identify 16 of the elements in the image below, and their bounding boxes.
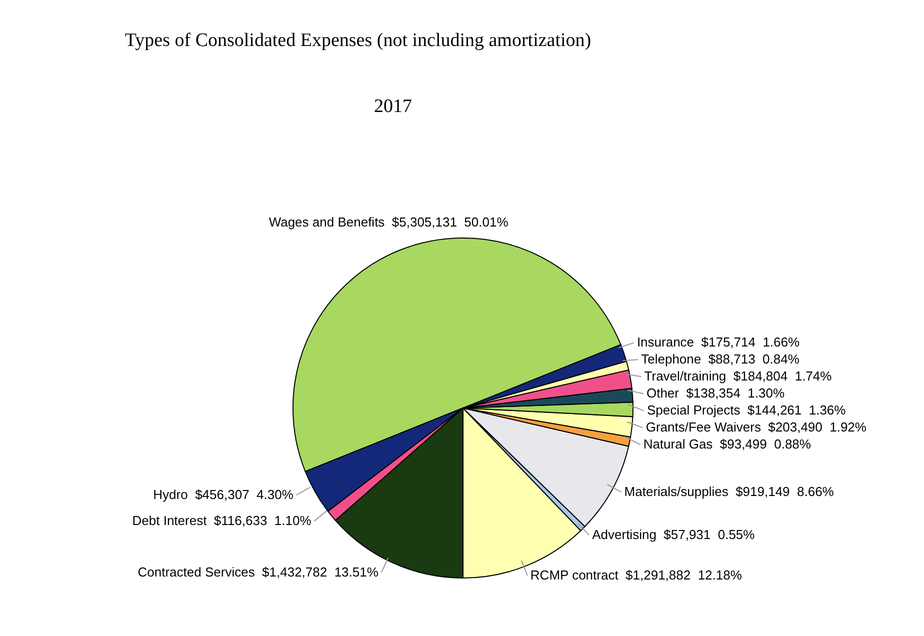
slice-label: Materials/supplies $919,149 8.66% [624, 484, 834, 500]
slice-label: Contracted Services $1,432,782 13.51% [138, 564, 379, 580]
slice-label: Travel/training $184,804 1.74% [644, 368, 832, 384]
slice-label: RCMP contract $1,291,882 12.18% [530, 568, 742, 583]
slice-label: Debt Interest $116,633 1.10% [132, 513, 312, 528]
slice-label: Insurance $175,714 1.66% [636, 334, 800, 350]
slice-label: Other $138,354 1.30% [646, 386, 785, 401]
slice-label: Natural Gas $93,499 0.88% [643, 436, 812, 452]
chart-subtitle: 2017 [373, 96, 413, 118]
slice-label: Hydro $456,307 4.30% [153, 487, 294, 502]
chart-title: Types of Consolidated Expenses (not including amortization) [124, 30, 592, 52]
slice-label: Advertising $57,931 0.55% [592, 526, 756, 542]
slice-label: Telephone $88,713 0.84% [641, 352, 800, 367]
slice-label: Special Projects $144,261 1.36% [646, 402, 846, 418]
slice-label: Wages and Benefits $5,305,131 50.01% [268, 214, 509, 230]
slice-label: Grants/Fee Waivers $203,490 1.92% [646, 420, 867, 435]
